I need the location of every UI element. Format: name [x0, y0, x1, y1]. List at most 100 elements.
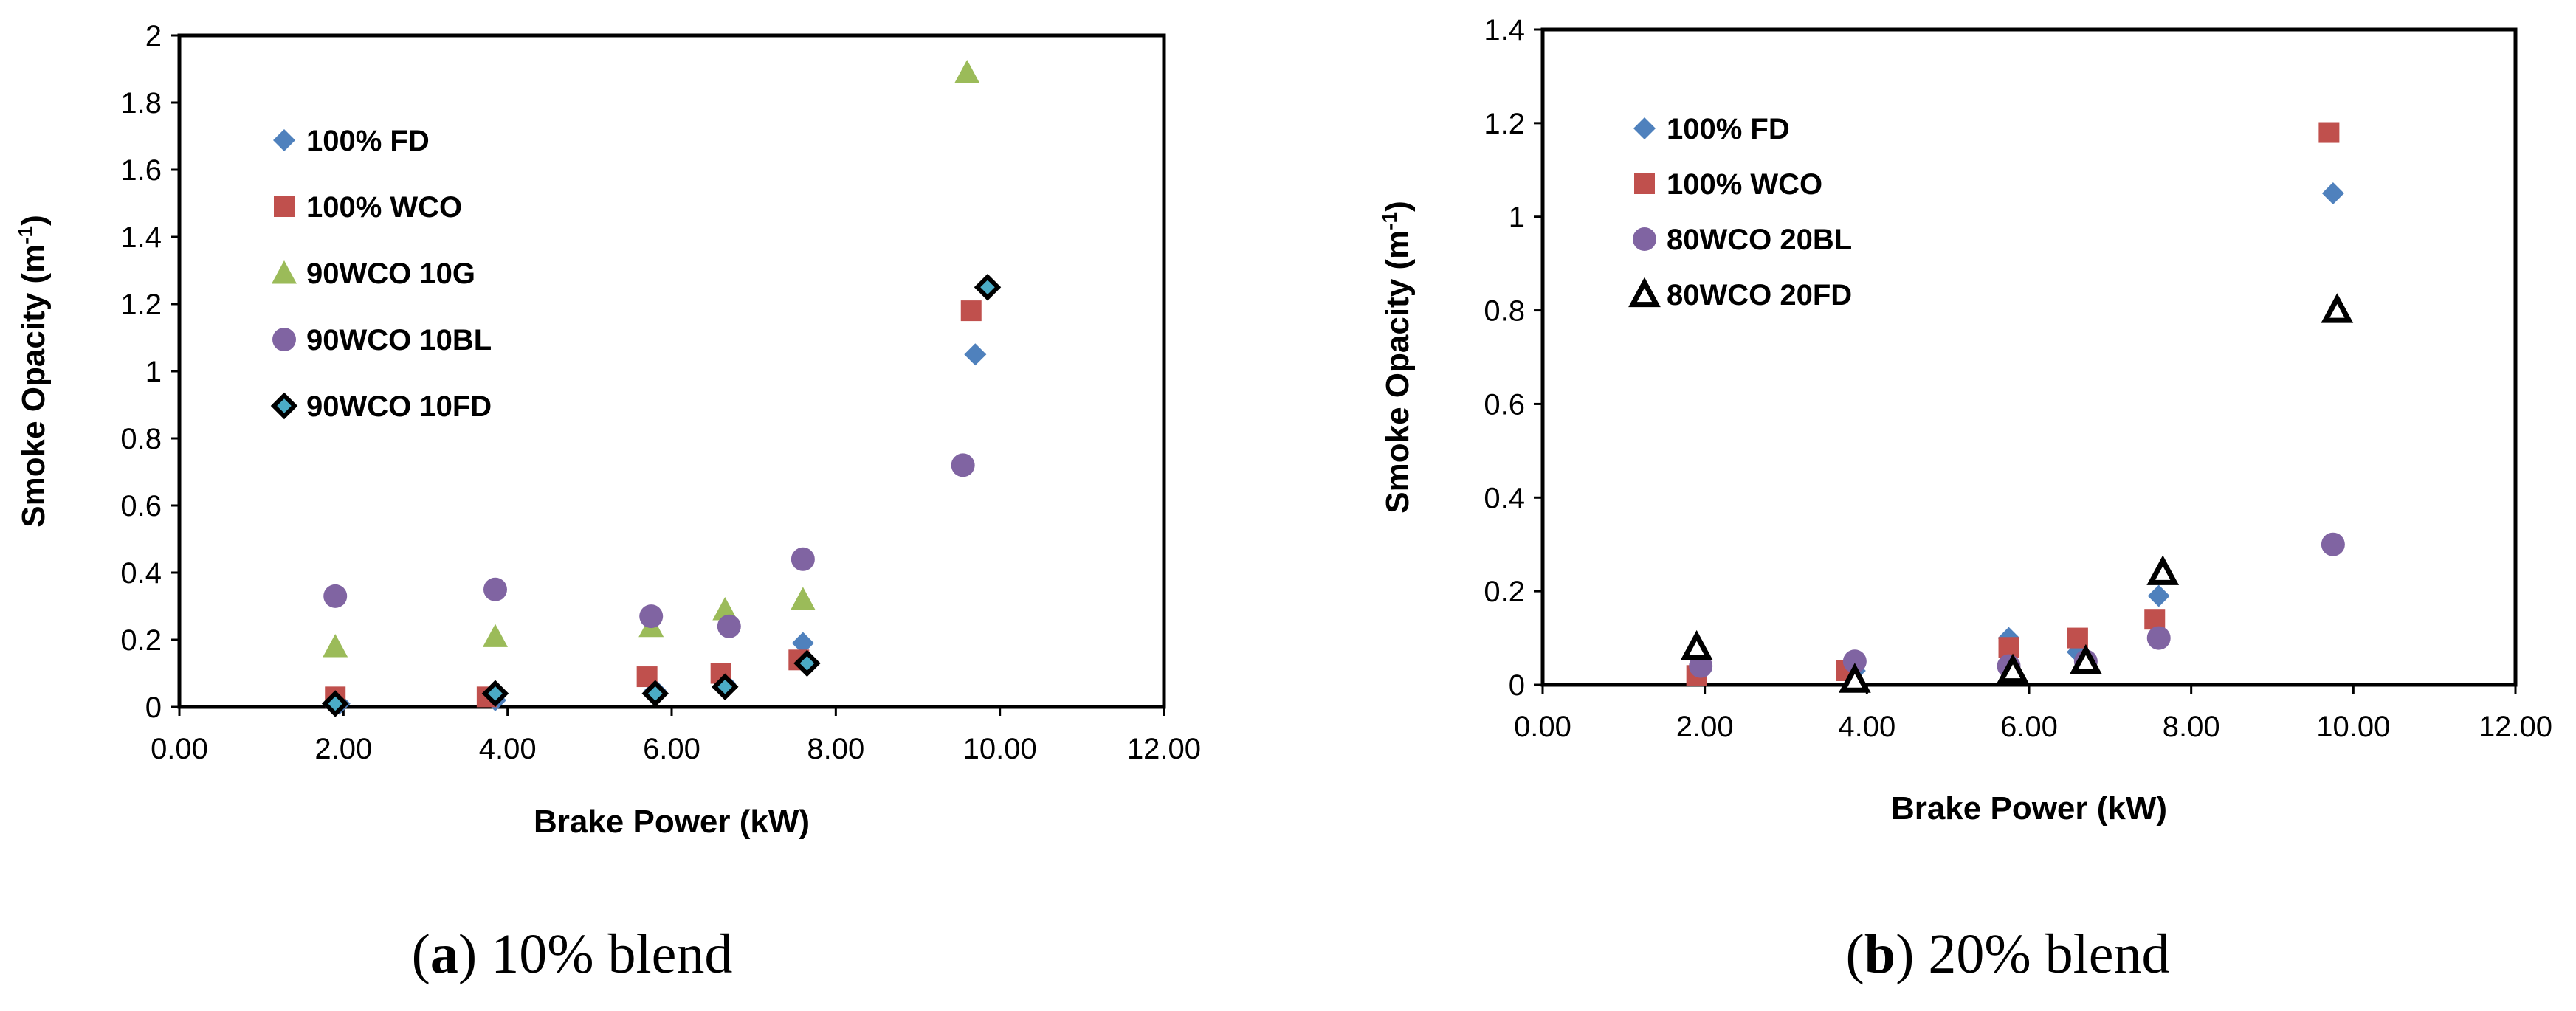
x-tick-label: 10.00 — [963, 733, 1037, 765]
legend-marker — [270, 392, 298, 420]
series-5 — [321, 274, 1002, 717]
data-point — [2321, 293, 2354, 323]
legend-label: 100% FD — [1667, 113, 1790, 145]
legend-label: 80WCO 20FD — [1667, 279, 1852, 311]
data-point — [960, 300, 982, 322]
y-tick-label: 0.6 — [1484, 388, 1525, 421]
x-tick-label: 12.00 — [2479, 711, 2552, 743]
y-tick-label: 1.4 — [1484, 14, 1525, 46]
y-tick-label: 1 — [1509, 201, 1525, 234]
y-tick-label: 0.2 — [1484, 576, 1525, 608]
x-axis-label: Brake Power (kW) — [1891, 790, 2167, 827]
plot-area — [1540, 27, 2518, 687]
data-point — [791, 547, 815, 571]
legend-label: 90WCO 10FD — [306, 390, 492, 423]
data-point — [717, 614, 741, 638]
data-point — [954, 60, 980, 83]
y-tick-label: 0 — [145, 691, 162, 724]
y-tick-label: 0.4 — [1484, 482, 1525, 514]
data-point — [2321, 532, 2345, 556]
data-point — [2321, 182, 2344, 204]
legend-label: 100% WCO — [1667, 168, 1822, 201]
series-4 — [323, 453, 975, 638]
data-point — [964, 343, 987, 366]
legend-marker — [1633, 227, 1656, 251]
data-point — [321, 690, 349, 717]
legend-marker — [274, 196, 295, 217]
data-point — [712, 673, 739, 700]
legend-label: 90WCO 10BL — [306, 324, 492, 356]
x-tick-label: 4.00 — [1838, 711, 1895, 743]
x-tick-label: 6.00 — [643, 733, 700, 765]
legend-label: 80WCO 20BL — [1667, 224, 1852, 256]
data-point — [481, 680, 509, 708]
legend-marker — [272, 328, 296, 351]
legend-marker — [1628, 277, 1661, 308]
chart-a: 0 0.2 0.4 0.6 0.8 1 1.2 1.4 1.6 1.8 2 0.00 2.00 4.00 6… — [14, 20, 1201, 840]
x-tick-label: 0.00 — [1514, 711, 1571, 743]
x-tick-label: 2.00 — [314, 733, 372, 765]
y-tick-label: 0.6 — [120, 490, 162, 522]
data-point — [712, 597, 738, 621]
data-point — [1842, 649, 1867, 674]
y-tick-label: 1.2 — [1484, 108, 1525, 140]
caption-a: (a) 10% blend — [412, 923, 733, 985]
data-point — [639, 604, 664, 629]
y-tick-label: 0.2 — [120, 624, 162, 657]
y-tick-label: 0.4 — [120, 557, 162, 590]
caption-b: (b) 20% blend — [1845, 923, 2169, 985]
caption-b-text: 20% blend — [1928, 923, 2169, 985]
x-tick-label: 0.00 — [151, 733, 208, 765]
data-point — [2070, 643, 2102, 674]
x-tick-label: 10.00 — [2316, 711, 2390, 743]
data-point — [2144, 609, 2166, 630]
legend: 100% FD 100% WCO 90WCO 10G 90WCO 10BL 90WCO … — [270, 125, 492, 423]
y-tick-label: 1.8 — [120, 87, 162, 120]
y-tick-label: 0 — [1509, 669, 1525, 702]
y-tick-label: 2 — [145, 20, 162, 52]
legend-marker — [1634, 173, 1655, 194]
data-point — [951, 453, 975, 477]
x-tick-label: 6.00 — [2000, 711, 2058, 743]
y-axis-label: Smoke Opacity (m-1) — [1378, 201, 1416, 513]
legend-label: 90WCO 10G — [306, 258, 475, 290]
data-point — [974, 274, 1002, 301]
legend-marker — [1633, 117, 1656, 139]
legend-label: 100% FD — [306, 125, 430, 157]
y-tick-label: 1.2 — [120, 289, 162, 321]
data-point — [641, 680, 669, 708]
chart-b: 0 0.2 0.4 0.6 0.8 1 1.2 1.4 0.00 2.00 4.00 6.00 8.00… — [1378, 14, 2552, 827]
data-point — [793, 649, 821, 677]
data-point — [1689, 654, 1713, 678]
data-point — [323, 634, 348, 658]
legend: 100% FD 100% WCO 80WCO 20BL 80WCO 20FD — [1628, 113, 1852, 311]
data-point — [2146, 626, 2171, 650]
data-point — [2146, 555, 2180, 585]
y-tick-label: 1.6 — [120, 154, 162, 187]
data-point — [483, 577, 507, 601]
data-point — [790, 587, 816, 610]
data-point — [1998, 637, 2019, 658]
data-point — [791, 632, 814, 655]
x-tick-label: 2.00 — [1676, 711, 1734, 743]
caption-a-letter: a — [430, 923, 458, 985]
data-point — [2147, 584, 2170, 607]
y-tick-label: 1 — [145, 356, 162, 388]
y-tick-label: 0.8 — [1484, 295, 1525, 328]
y-tick-label: 1.4 — [120, 221, 162, 254]
data-point — [1680, 629, 1713, 660]
legend-marker — [272, 260, 297, 284]
data-point — [2318, 122, 2340, 143]
x-axis-label: Brake Power (kW) — [534, 804, 810, 840]
data-point — [323, 584, 348, 608]
legend-label: 100% WCO — [306, 191, 462, 224]
caption-b-letter: b — [1864, 923, 1895, 985]
series-3 — [323, 60, 980, 658]
data-point — [2067, 627, 2088, 649]
series-4 — [1680, 293, 2354, 693]
y-axis-label: Smoke Opacity (m-1) — [14, 215, 52, 527]
x-tick-label: 8.00 — [807, 733, 864, 765]
y-tick-label: 0.8 — [120, 423, 162, 455]
legend-marker — [273, 129, 295, 151]
